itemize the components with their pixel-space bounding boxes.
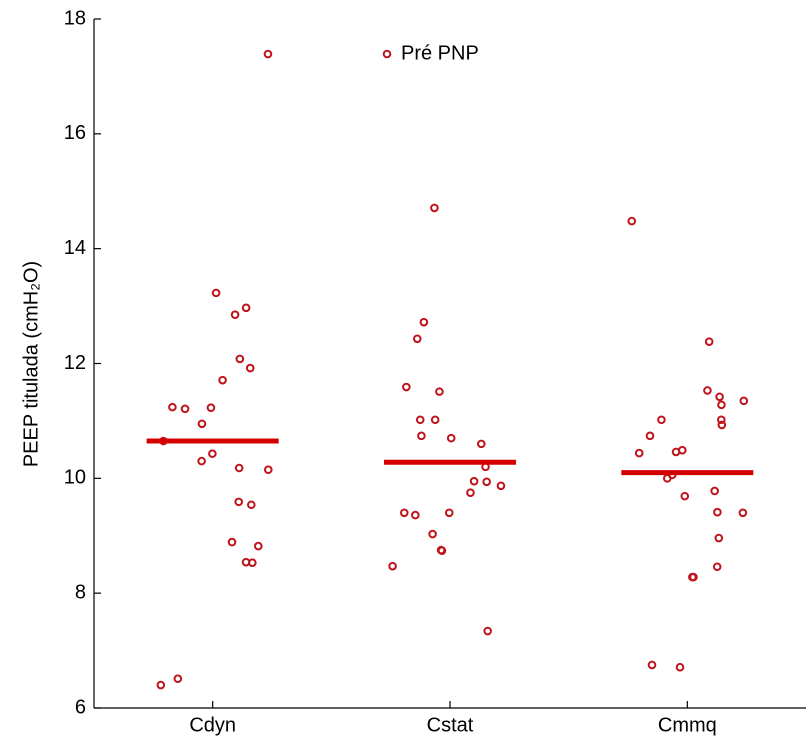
y-tick-label: 10 bbox=[64, 467, 86, 489]
data-point bbox=[645, 431, 655, 441]
y-axis-label: PEEP titulada (cmH₂O) bbox=[20, 261, 42, 467]
data-point bbox=[717, 415, 726, 425]
data-point bbox=[435, 387, 444, 396]
data-point bbox=[710, 486, 719, 496]
data-point bbox=[657, 415, 666, 425]
data-point bbox=[647, 660, 657, 670]
data-point bbox=[235, 354, 245, 364]
x-tick-label: Cstat bbox=[427, 714, 474, 736]
data-point bbox=[388, 561, 397, 571]
data-point bbox=[241, 303, 251, 313]
data-point bbox=[230, 310, 240, 319]
y-tick-label: 8 bbox=[75, 581, 86, 603]
data-point bbox=[712, 562, 722, 572]
data-point bbox=[197, 419, 207, 429]
data-point bbox=[703, 386, 712, 395]
data-point bbox=[714, 533, 724, 543]
data-point bbox=[253, 541, 263, 551]
data-point bbox=[466, 488, 475, 497]
data-point bbox=[248, 558, 257, 568]
data-point bbox=[218, 375, 227, 385]
data-point bbox=[227, 537, 237, 547]
legend-marker bbox=[382, 49, 392, 59]
data-point bbox=[412, 334, 422, 344]
data-point bbox=[234, 463, 244, 473]
data-point bbox=[417, 431, 426, 441]
data-point bbox=[717, 400, 726, 410]
data-point bbox=[444, 508, 454, 518]
y-tick-label: 12 bbox=[64, 352, 86, 374]
data-point bbox=[399, 508, 409, 518]
data-point bbox=[173, 674, 183, 684]
data-point bbox=[436, 545, 446, 555]
data-point bbox=[234, 497, 244, 507]
data-point bbox=[482, 477, 491, 487]
data-point bbox=[671, 447, 681, 457]
x-tick-label: Cmmq bbox=[658, 714, 717, 736]
y-tick-label: 6 bbox=[75, 696, 86, 718]
data-point bbox=[483, 626, 492, 636]
data-point bbox=[428, 529, 437, 539]
data-point bbox=[168, 402, 177, 412]
data-point bbox=[627, 216, 637, 226]
legend-label: Pré PNP bbox=[401, 42, 479, 64]
data-point bbox=[245, 363, 255, 373]
data-point bbox=[180, 404, 190, 414]
data-point bbox=[208, 449, 217, 458]
y-tick-label: 18 bbox=[64, 7, 86, 29]
data-point bbox=[634, 448, 644, 458]
data-point bbox=[247, 500, 256, 510]
y-tick-label: 16 bbox=[64, 122, 86, 144]
data-point bbox=[662, 474, 672, 483]
data-point bbox=[415, 415, 425, 425]
data-point bbox=[197, 456, 206, 466]
y-tick-label: 14 bbox=[64, 237, 86, 259]
data-point bbox=[446, 433, 456, 443]
data-point bbox=[430, 415, 440, 425]
data-point bbox=[411, 510, 420, 520]
data-point bbox=[739, 396, 749, 406]
data-point bbox=[430, 203, 439, 213]
data-point bbox=[496, 481, 506, 491]
data-point bbox=[211, 288, 221, 298]
data-point bbox=[738, 508, 748, 518]
data-point bbox=[717, 420, 727, 430]
data-point bbox=[704, 337, 714, 346]
data-point bbox=[713, 507, 722, 517]
x-tick-label: Cdyn bbox=[189, 714, 236, 736]
data-point bbox=[675, 662, 685, 672]
data-point bbox=[688, 572, 697, 582]
data-point bbox=[206, 403, 216, 413]
data-point bbox=[715, 392, 724, 402]
data-point bbox=[263, 465, 273, 475]
data-point bbox=[156, 680, 166, 690]
data-point bbox=[477, 439, 486, 449]
data-point bbox=[469, 476, 479, 486]
data-point bbox=[680, 491, 690, 501]
data-point bbox=[419, 317, 429, 327]
data-point bbox=[402, 382, 411, 392]
data-point bbox=[263, 49, 273, 59]
